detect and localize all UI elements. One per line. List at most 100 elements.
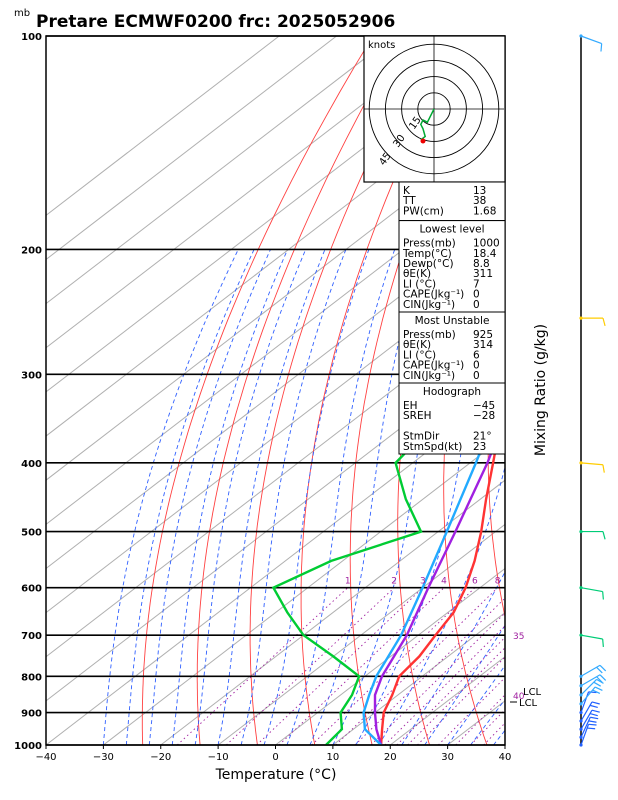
x-tick-label: 10 (327, 752, 340, 763)
mixing-ratio-line (437, 676, 505, 745)
wind-barb-dot (579, 34, 583, 38)
wind-barb-shaft (580, 462, 603, 466)
panel-row-name: CIN(Jkg⁻¹) (403, 299, 455, 311)
dry-adiabat (300, 36, 463, 745)
panel-box (398, 181, 506, 222)
wind-barb-flag (591, 701, 600, 705)
moist-adiabat (148, 249, 271, 745)
isotherm (46, 214, 505, 570)
wind-barb-flag (589, 704, 598, 709)
panel-row-value: −28 (473, 410, 495, 422)
panel-row-name: PW(cm) (403, 205, 444, 217)
panel-row-value: 1.68 (473, 205, 496, 217)
moist-adiabat (263, 249, 370, 745)
isotherm (275, 567, 505, 745)
isotherm (46, 36, 337, 261)
x-tick-label: 0 (272, 752, 278, 763)
panel-row-value: 1000 (473, 238, 500, 250)
wind-barb-dot (579, 727, 583, 731)
wind-barb-flag (602, 591, 604, 600)
panel-section-title: Lowest level (419, 224, 484, 236)
panel-row-name: SREH (403, 410, 432, 422)
isotherm (46, 170, 505, 525)
panel-row-value: 8.8 (473, 258, 490, 270)
wind-barb-dot (579, 735, 583, 739)
mixing-ratio-line (370, 612, 505, 745)
moist-adiabat (217, 249, 326, 745)
wind-barb-dot (579, 529, 583, 534)
lcl-label-2: LCL (519, 698, 538, 709)
panel-row-value: 0 (473, 289, 480, 301)
pressure-tick-label: 700 (21, 631, 42, 642)
isotherm (46, 36, 395, 305)
moist-adiabat (194, 249, 307, 745)
moist-adiabat (102, 249, 239, 745)
x-tick-label: 20 (384, 752, 397, 763)
panel-row-value: 925 (473, 329, 493, 341)
panel-section-title: Hodograph (423, 386, 481, 398)
x-tick-labels: −40 −30 −20 −10 0 10 20 30 40 (35, 745, 511, 763)
wind-barb-flag (591, 709, 600, 713)
wind-barb-flag (593, 681, 601, 687)
storm-motion-marker (420, 138, 426, 144)
mixing-ratio-label: 6 (472, 577, 478, 587)
wind-barb-flag (599, 674, 607, 681)
panel-section-title: Most Unstable (415, 315, 490, 327)
hodograph-unit: knots (368, 40, 395, 51)
mixing-ratio-label: 2 (391, 577, 397, 587)
mixing-ratio-line (384, 625, 505, 745)
panel-row-value: 0 (473, 370, 480, 382)
x-tick-label: −20 (150, 752, 171, 763)
mixing-ratio-label: 35 (513, 632, 524, 642)
wind-barb-flag (596, 678, 604, 684)
panel-row-name: K (403, 185, 411, 197)
panel-row-value: 311 (473, 268, 493, 280)
wind-barb-shaft (580, 691, 590, 713)
isotherm (562, 36, 618, 745)
wind-barb-flag (589, 713, 598, 717)
wind-barb-dot (579, 693, 583, 697)
pressure-tick-label: 100 (21, 32, 42, 43)
isotherm (46, 258, 505, 614)
panel-row-name: CAPE(Jkg⁻¹) (403, 360, 464, 372)
mixing-ratio-labels: 1 2 3 4 6 8 35 40 (345, 577, 525, 702)
panel-row-value: 21° (473, 431, 492, 443)
wind-barb-dot (579, 633, 583, 637)
wind-barb-shaft (580, 634, 603, 640)
moist-adiabat (240, 249, 347, 745)
x-tick-label: 40 (499, 752, 512, 763)
x-tick-label: −10 (208, 752, 229, 763)
panel-row-value: 0 (473, 299, 480, 311)
panel-row-value: 13 (473, 185, 486, 197)
wind-barb-shaft (580, 35, 602, 45)
pressure-tick-label: 800 (21, 672, 42, 683)
panel-row-name: CAPE(Jkg⁻¹) (403, 289, 464, 301)
moist-adiabat (171, 249, 289, 745)
isotherm (160, 479, 505, 745)
wind-barb-shaft (580, 686, 596, 705)
panel-row-value: 38 (473, 195, 486, 207)
panel-row-name: CIN(Jkg⁻¹) (403, 370, 455, 382)
wind-barb-dot (579, 684, 583, 688)
wind-barb-flag (596, 666, 603, 674)
panel-row-name: EH (403, 400, 418, 412)
wind-barb-flag (602, 531, 606, 540)
wind-barb-flag (592, 689, 601, 694)
pressure-tick-label: 900 (21, 709, 42, 720)
wind-barb-dot (579, 710, 583, 715)
isotherm (103, 435, 505, 745)
panel-row-value: 23 (473, 441, 486, 453)
panel-row-name: θE(K) (403, 339, 431, 351)
mixing-ratio-label: 4 (441, 577, 447, 587)
wind-barbs (579, 34, 607, 747)
pressure-tick-label: 500 (21, 528, 42, 539)
profile-line-0 (379, 395, 505, 745)
isotherm (217, 523, 505, 745)
wind-barb-flag (590, 716, 599, 720)
isotherm (46, 391, 505, 745)
mixing-ratio-line (455, 694, 505, 745)
wind-barb-dot (579, 743, 583, 747)
panel-box (398, 220, 506, 313)
lcl-label-1: LCL (523, 687, 542, 698)
